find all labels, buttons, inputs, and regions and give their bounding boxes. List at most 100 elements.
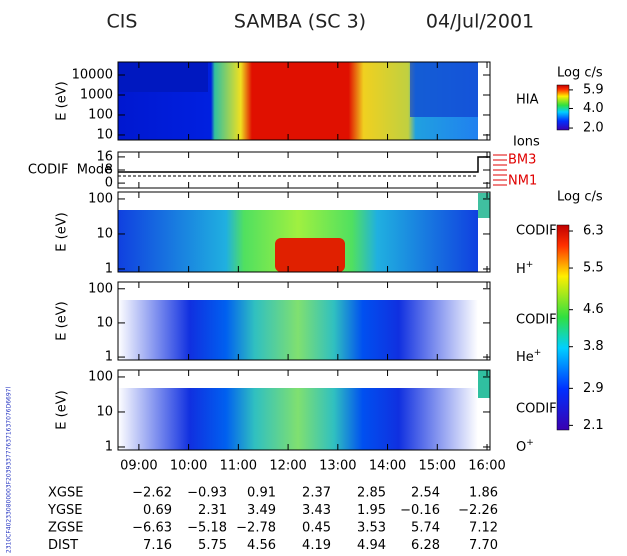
h-spectrogram xyxy=(478,193,490,218)
y-axis-label: CODIF Mode xyxy=(28,163,112,178)
ephemeris-value: 5.74 xyxy=(411,521,440,536)
colorbar-tick-label: 2.0 xyxy=(583,121,604,136)
right-label: CODIF xyxy=(516,313,557,328)
species-charge: + xyxy=(534,348,542,358)
ephemeris-value: 0.69 xyxy=(143,503,172,518)
y-tick-label: 10 xyxy=(96,127,113,142)
ephemeris-value: 0.45 xyxy=(302,521,331,536)
y-tick-label: 100 xyxy=(88,369,113,384)
ephemeris-value: 2.54 xyxy=(411,486,440,501)
ephemeris-value: 1.86 xyxy=(469,486,498,501)
panel-frame xyxy=(117,61,491,141)
x-tick-label: 11:00 xyxy=(220,459,257,474)
ephemeris-value: −6.63 xyxy=(132,521,172,536)
x-tick-label: 14:00 xyxy=(369,459,406,474)
y-axis-label: E (eV) xyxy=(55,212,70,251)
y-tick-label: 100 xyxy=(88,107,113,122)
y-tick-label: 16 xyxy=(96,149,113,164)
mode-line xyxy=(118,156,490,173)
mode-label: NM1 xyxy=(508,174,537,189)
species-base: O xyxy=(516,440,526,455)
he-spectrogram xyxy=(118,300,478,360)
title: SAMBA (SC 3) xyxy=(234,11,366,33)
ephemeris-value: −0.93 xyxy=(187,486,227,501)
ephemeris-value: 2.31 xyxy=(198,503,227,518)
y-axis-label: E (eV) xyxy=(55,81,70,120)
panel-frame xyxy=(117,151,491,189)
ephemeris-value: 7.16 xyxy=(143,538,172,553)
ephemeris-value: 5.75 xyxy=(198,538,227,553)
colorbar-tick-label: 2.1 xyxy=(583,418,604,433)
y-tick-label: 0 xyxy=(105,176,113,191)
x-tick-label: 12:00 xyxy=(269,459,306,474)
ephemeris-value: 4.19 xyxy=(302,538,331,553)
ephemeris-value: 7.70 xyxy=(469,538,498,553)
right-label: CODIF xyxy=(516,224,557,239)
bottom-label: Ions xyxy=(513,135,540,150)
right-label: HIA xyxy=(516,93,539,108)
y-axis-label: E (eV) xyxy=(55,301,70,340)
colorbar-tick-label: 6.3 xyxy=(583,224,604,239)
colorbar xyxy=(556,84,570,131)
ephemeris-value: 3.43 xyxy=(302,503,331,518)
colorbar-tick-label: 4.6 xyxy=(583,302,604,317)
y-axis-label: E (eV) xyxy=(55,390,70,429)
ephemeris-value: 3.49 xyxy=(247,503,276,518)
hia-spectrogram xyxy=(410,62,480,117)
hia-spectrogram xyxy=(478,62,490,140)
y-tick-label: 10 xyxy=(96,315,113,330)
ephemeris-value: −5.18 xyxy=(187,521,227,536)
y-tick-label: 1 xyxy=(105,439,113,454)
mode-label: BM3 xyxy=(508,153,536,168)
y-tick-label: 10 xyxy=(96,404,113,419)
species-base: H xyxy=(516,262,526,277)
ephemeris-value: 4.94 xyxy=(357,538,386,553)
ephemeris-value: 6.28 xyxy=(411,538,440,553)
hia-spectrogram xyxy=(118,62,208,92)
y-tick-label: 10000 xyxy=(72,67,113,82)
right-label: CODIF xyxy=(516,402,557,417)
species-label: He+ xyxy=(516,348,541,365)
ephemeris-value: 1.95 xyxy=(357,503,386,518)
o-spectrogram xyxy=(478,370,490,398)
ephemeris-label: ZGSE xyxy=(48,521,83,536)
ephemeris-value: 2.37 xyxy=(302,486,331,501)
date: 04/Jul/2001 xyxy=(426,11,534,33)
colorbar-tick-label: 3.8 xyxy=(583,339,604,354)
species-charge: + xyxy=(526,438,534,448)
instrument: CIS xyxy=(107,11,138,33)
ephemeris-label: YGSE xyxy=(47,503,82,518)
ephemeris-label: DIST xyxy=(48,538,78,553)
panel-frame xyxy=(117,369,491,451)
colorbar-tick-label: 4.0 xyxy=(583,101,604,116)
ephemeris-value: −2.62 xyxy=(132,486,172,501)
ephemeris-label: XGSE xyxy=(48,486,83,501)
ephemeris-value: 4.56 xyxy=(247,538,276,553)
o-spectrogram xyxy=(118,388,478,450)
panel-frame xyxy=(117,281,491,361)
ephemeris-value: −2.26 xyxy=(458,503,498,518)
y-tick-label: 100 xyxy=(88,191,113,206)
colorbar xyxy=(556,224,570,431)
species-label: H+ xyxy=(516,260,533,277)
ephemeris-value: 0.91 xyxy=(247,486,276,501)
x-tick-label: 16:00 xyxy=(468,459,505,474)
side-id: 2310CF402330800003F2039337776371637076D6… xyxy=(6,387,13,554)
x-tick-label: 10:00 xyxy=(170,459,207,474)
colorbar-tick-label: 2.9 xyxy=(583,381,604,396)
colorbar-label: Log c/s xyxy=(557,190,603,205)
y-tick-label: 1 xyxy=(105,261,113,276)
species-base: He xyxy=(516,350,534,365)
colorbar-tick-label: 5.9 xyxy=(583,82,604,97)
x-tick-label: 09:00 xyxy=(120,459,157,474)
ephemeris-value: 3.53 xyxy=(357,521,386,536)
ephemeris-value: −2.78 xyxy=(236,521,276,536)
y-tick-label: 10 xyxy=(96,226,113,241)
panel-frame xyxy=(117,191,491,273)
x-tick-label: 13:00 xyxy=(319,459,356,474)
ephemeris-value: 2.85 xyxy=(357,486,386,501)
y-tick-label: 8 xyxy=(105,163,113,178)
y-tick-label: 1000 xyxy=(80,87,113,102)
